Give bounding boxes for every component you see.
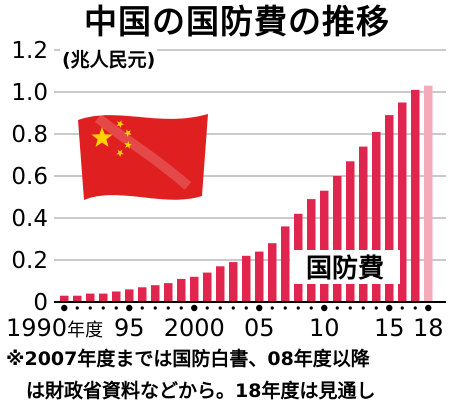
x-tick-label: 18 <box>413 314 444 342</box>
bar <box>411 89 420 303</box>
bar <box>151 285 160 302</box>
x-tick-label: 10 <box>309 314 340 342</box>
x-tick-major <box>61 304 68 312</box>
x-tick-minor <box>114 306 118 310</box>
bar <box>398 102 407 302</box>
bar <box>164 283 173 302</box>
y-tick-label: 0.6 <box>11 164 48 190</box>
x-tick-minor <box>270 306 274 310</box>
flag-small-star <box>124 141 132 149</box>
x-tick-minor <box>374 306 378 310</box>
annotation-label: 国防費 <box>306 254 384 284</box>
y-tick-label: 1.2 <box>11 38 48 64</box>
x-tick-label: 2000 <box>164 314 225 342</box>
bar <box>359 146 368 302</box>
annotation-box <box>290 250 400 284</box>
chart-title: 中国の国防費の推移 <box>84 2 390 41</box>
x-tick-label: 15 <box>374 314 405 342</box>
y-tick-label: 1.0 <box>11 80 48 106</box>
bar <box>424 85 433 302</box>
x-tick-major <box>425 304 432 312</box>
bar <box>60 295 69 302</box>
bar <box>385 115 394 302</box>
bar <box>229 262 238 302</box>
x-tick-minor <box>101 306 105 310</box>
bar <box>177 278 186 302</box>
china-flag-icon <box>78 114 208 200</box>
x-tick-minor <box>283 306 287 310</box>
bar <box>99 293 108 302</box>
footnote-line-1: ※2007年度までは国防白書、08年度以降 <box>6 348 370 370</box>
x-tick-major <box>256 304 263 312</box>
flag-shine <box>94 114 192 190</box>
footnote-line-2: は財政省資料などから。18年度は見通し <box>26 380 376 402</box>
x-tick-major <box>191 304 198 312</box>
y-axis-unit-label: (兆人民元) <box>60 48 158 72</box>
x-tick-minor <box>413 306 417 310</box>
x-tick-minor <box>205 306 209 310</box>
y-tick-label: 0.8 <box>11 122 48 148</box>
x-tick-minor <box>231 306 235 310</box>
bar <box>125 289 134 302</box>
bar <box>268 243 277 302</box>
x-tick-major <box>321 304 328 312</box>
x-tick-minor <box>75 306 79 310</box>
flag-small-star <box>124 129 132 137</box>
x-tick-label: 05 <box>244 314 275 342</box>
x-tick-minor <box>88 306 92 310</box>
axis-layer: 0 0.2 0.4 0.6 0.8 1.0 1.2 1990年度 95 2000 05 10 15 18 <box>6 38 446 342</box>
x-tick-minor <box>153 306 157 310</box>
x-tick-minor <box>166 306 170 310</box>
bar <box>216 266 225 302</box>
y-tick-label: 0.2 <box>11 248 48 274</box>
x-tick-minor <box>309 306 313 310</box>
x-tick-major <box>386 304 393 312</box>
bar <box>255 251 264 302</box>
annotation-layer: 国防費 <box>290 250 400 284</box>
bar <box>112 291 121 302</box>
flag-big-star <box>91 127 113 147</box>
x-tick-minor <box>361 306 365 310</box>
y-tick-label: 0 <box>33 290 48 316</box>
x-tick-minor <box>335 306 339 310</box>
bar <box>281 226 290 302</box>
bar <box>203 272 212 302</box>
bar <box>86 293 95 302</box>
x-tick-label: 1990年度 <box>6 314 103 342</box>
y-tick-label: 0.4 <box>11 206 48 232</box>
x-tick-minor <box>218 306 222 310</box>
flag-small-star <box>116 120 124 128</box>
flag-small-star <box>116 149 124 157</box>
bars-layer <box>60 85 433 303</box>
bar <box>372 131 381 302</box>
x-tick-major <box>126 304 133 312</box>
bar <box>242 255 251 302</box>
x-tick-minor <box>179 306 183 310</box>
x-tick-minor <box>140 306 144 310</box>
x-tick-label: 95 <box>114 314 145 342</box>
bar <box>190 276 199 302</box>
bar <box>333 176 342 302</box>
x-tick-minor <box>296 306 300 310</box>
bar <box>320 190 329 302</box>
bar <box>346 161 355 302</box>
x-tick-minor <box>348 306 352 310</box>
bar <box>73 295 82 302</box>
x-tick-minor <box>400 306 404 310</box>
bar <box>138 287 147 302</box>
x-tick-minor <box>244 306 248 310</box>
